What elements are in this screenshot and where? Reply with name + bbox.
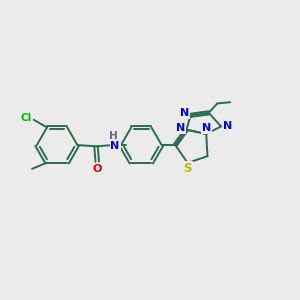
Text: Cl: Cl	[21, 113, 32, 123]
Text: N: N	[202, 123, 211, 133]
Text: S: S	[183, 162, 192, 175]
Text: N: N	[180, 108, 189, 118]
Text: N: N	[176, 123, 185, 133]
Text: H: H	[110, 130, 118, 141]
Text: N: N	[223, 122, 232, 131]
Text: O: O	[93, 164, 102, 174]
Text: N: N	[110, 140, 120, 151]
